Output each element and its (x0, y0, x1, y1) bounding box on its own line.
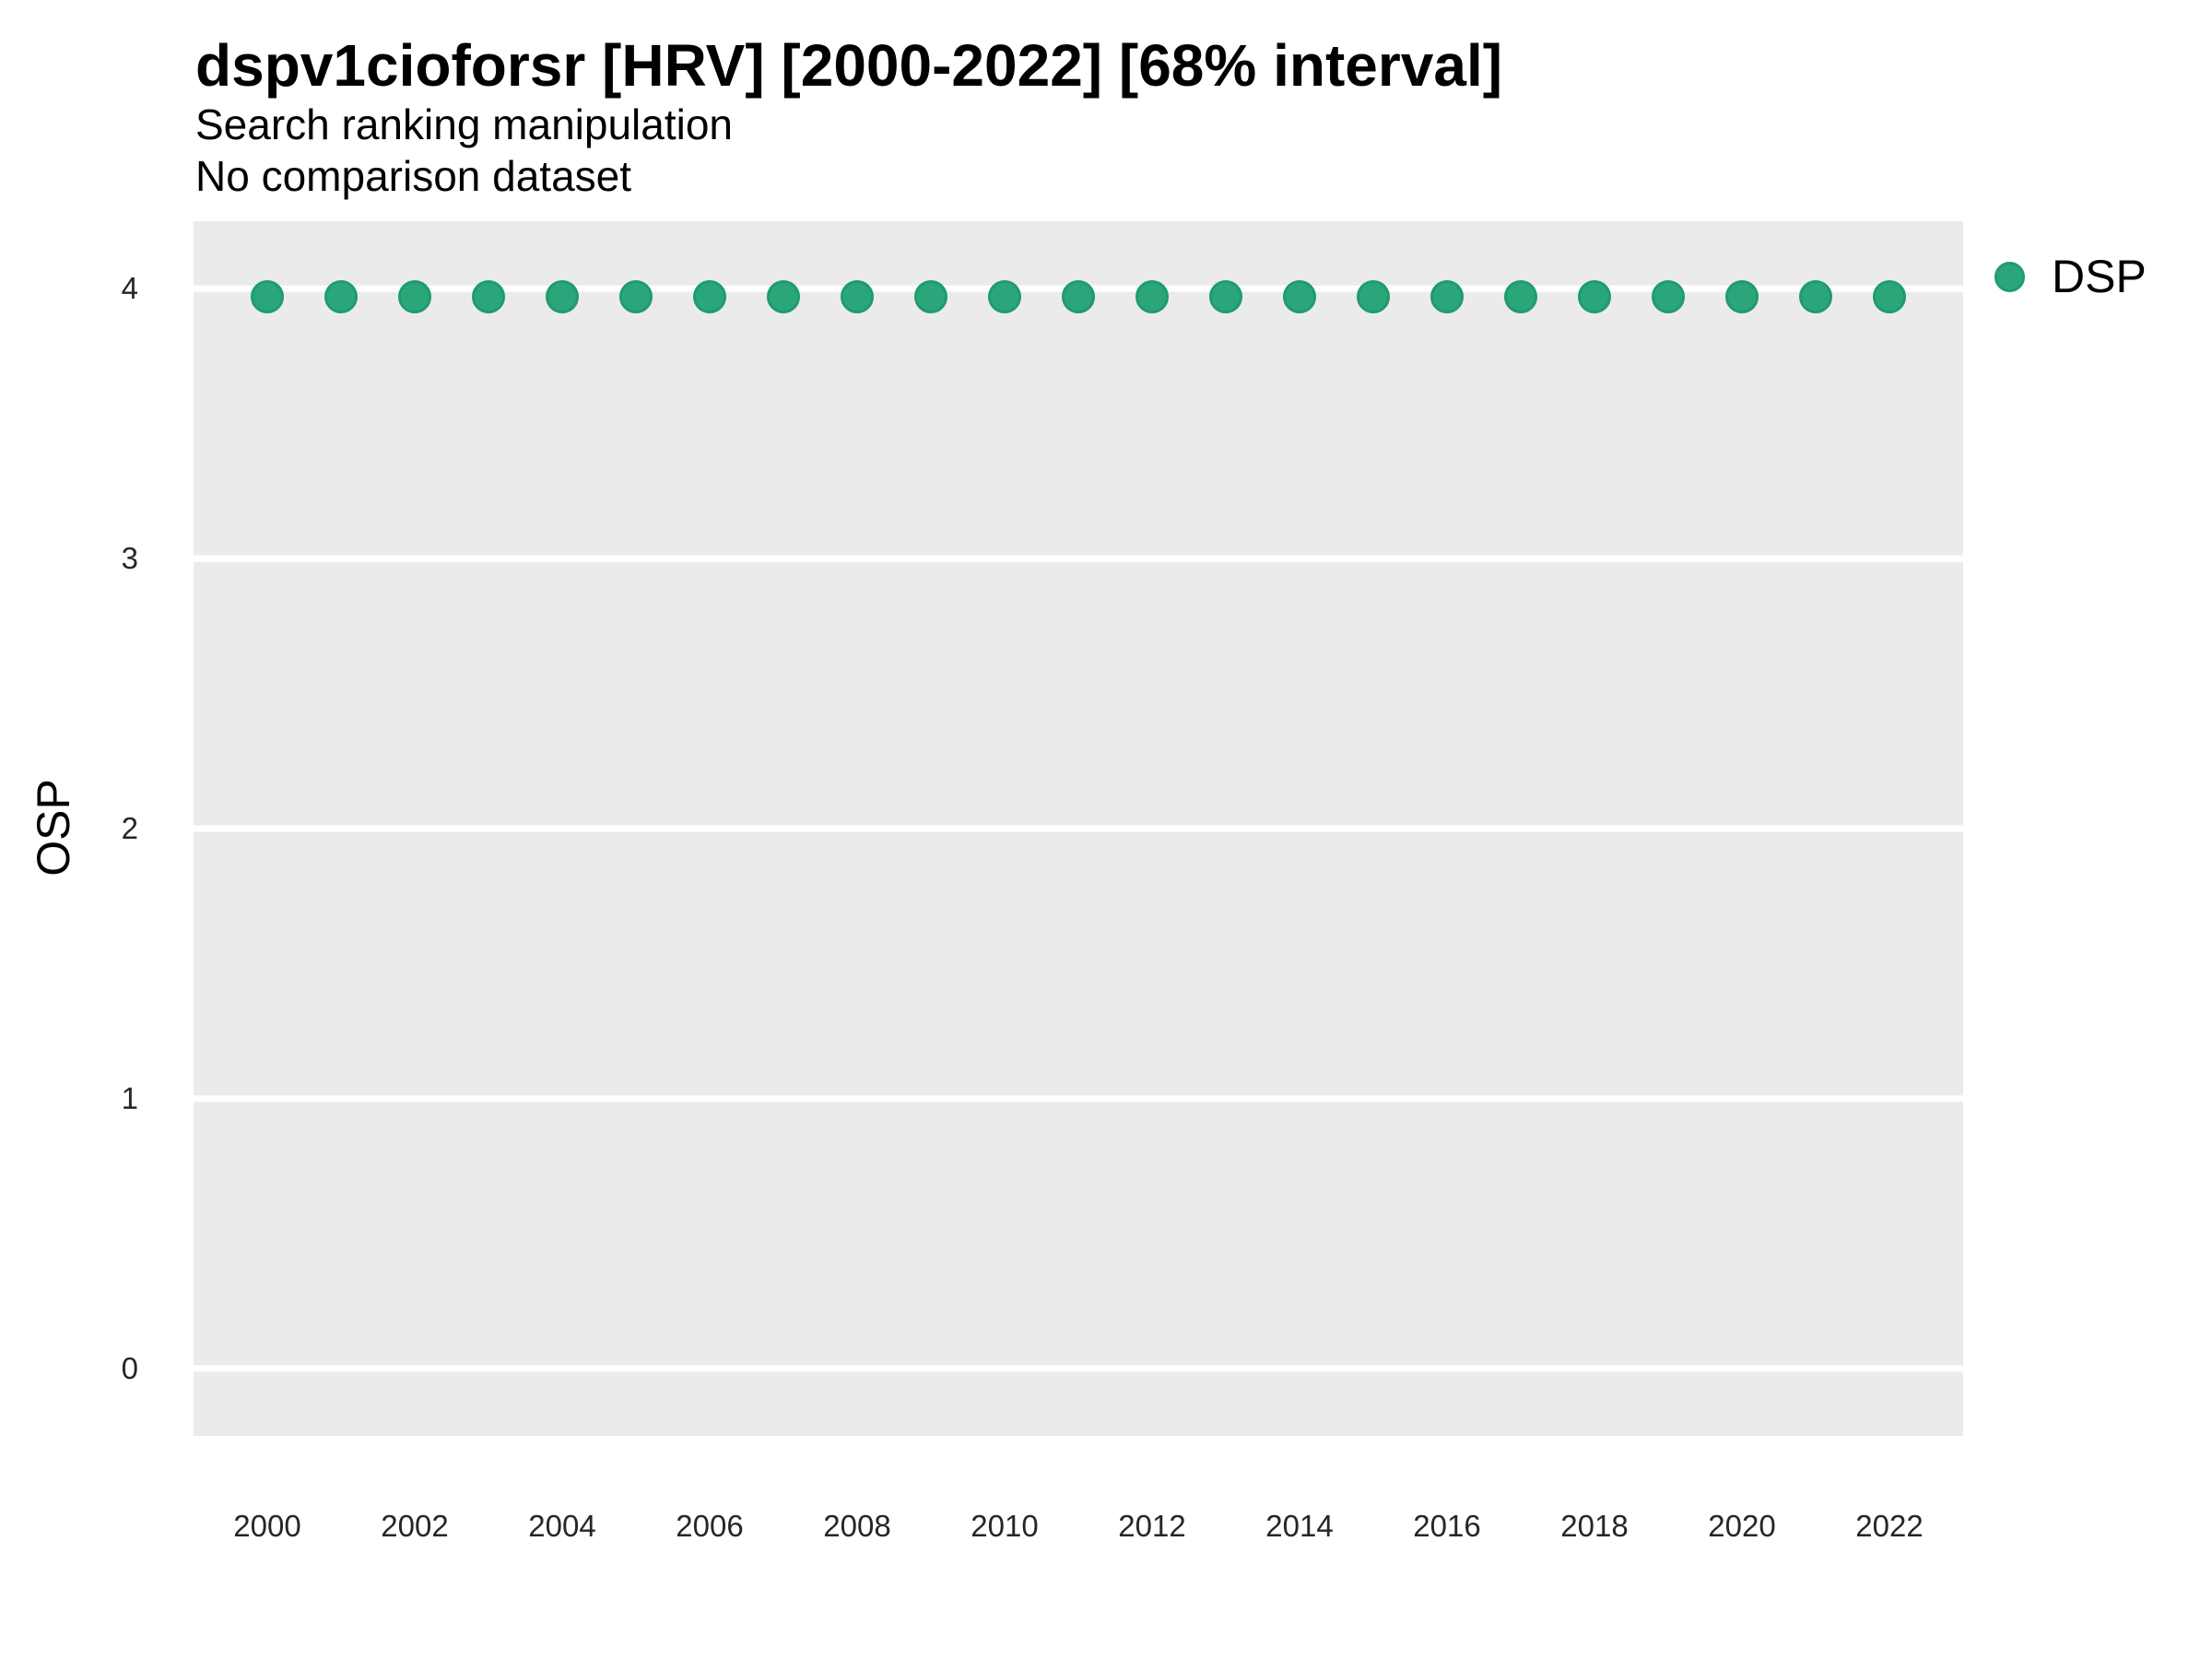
gridline-y-1 (194, 1095, 1963, 1102)
legend-label: DSP (2052, 251, 2147, 302)
data-point-2010 (988, 280, 1021, 313)
legend: DSP (1994, 251, 2147, 302)
data-point-2019 (1652, 280, 1685, 313)
data-point-2004 (546, 280, 579, 313)
data-point-2007 (767, 280, 800, 313)
data-point-2016 (1430, 280, 1464, 313)
gridline-y-3 (194, 555, 1963, 562)
gridline-y-2 (194, 825, 1963, 832)
x-tick-label-2014: 2014 (1265, 1509, 1334, 1543)
x-tick-label-2008: 2008 (823, 1509, 891, 1543)
data-point-2002 (398, 280, 431, 313)
legend-marker-icon (1994, 262, 2025, 292)
gridline-y-0 (194, 1365, 1963, 1372)
data-point-2000 (251, 280, 284, 313)
x-tick-label-2000: 2000 (233, 1509, 301, 1543)
y-tick-label-2: 2 (121, 811, 138, 845)
x-tick-label-2018: 2018 (1560, 1509, 1629, 1543)
x-tick-label-2010: 2010 (971, 1509, 1039, 1543)
data-point-2015 (1357, 280, 1390, 313)
data-point-2003 (472, 280, 505, 313)
data-point-2009 (914, 280, 947, 313)
data-point-2018 (1578, 280, 1611, 313)
data-point-2005 (619, 280, 653, 313)
data-point-2022 (1873, 280, 1906, 313)
data-point-2017 (1504, 280, 1537, 313)
data-point-2014 (1283, 280, 1316, 313)
chart-title: dspv1cioforsr [HRV] [2000-2022] [68% int… (195, 32, 1503, 99)
plot-panel (194, 221, 1963, 1436)
x-tick-label-2002: 2002 (381, 1509, 449, 1543)
x-tick-label-2022: 2022 (1855, 1509, 1924, 1543)
y-tick-label-0: 0 (121, 1351, 138, 1385)
x-tick-label-2016: 2016 (1413, 1509, 1481, 1543)
data-point-2021 (1799, 280, 1832, 313)
x-tick-label-2006: 2006 (676, 1509, 744, 1543)
y-tick-label-4: 4 (121, 271, 138, 305)
y-tick-label-1: 1 (121, 1081, 138, 1115)
data-point-2008 (841, 280, 874, 313)
data-point-2020 (1725, 280, 1759, 313)
data-point-2001 (324, 280, 358, 313)
chart-subtitle: Search ranking manipulation (195, 100, 734, 148)
data-point-2013 (1209, 280, 1242, 313)
data-point-2006 (693, 280, 726, 313)
x-tick-label-2020: 2020 (1708, 1509, 1776, 1543)
data-point-2011 (1062, 280, 1095, 313)
x-tick-label-2012: 2012 (1118, 1509, 1186, 1543)
y-tick-label-3: 3 (121, 541, 138, 575)
data-point-2012 (1135, 280, 1169, 313)
chart-note: No comparison dataset (195, 152, 632, 200)
x-tick-label-2004: 2004 (528, 1509, 596, 1543)
